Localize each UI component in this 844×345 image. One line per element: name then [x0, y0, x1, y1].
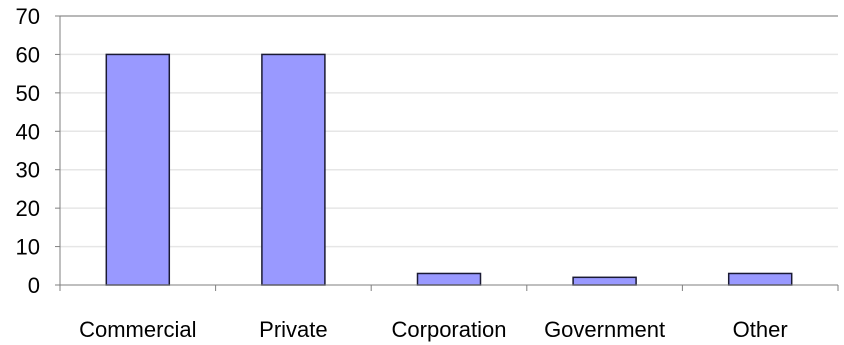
- gridlines: [60, 15, 838, 248]
- y-tick-label: 30: [16, 158, 40, 183]
- x-category-label: Private: [259, 317, 327, 342]
- x-category-label: Other: [733, 317, 788, 342]
- y-tick-label: 0: [28, 273, 40, 298]
- y-tick-label: 20: [16, 196, 40, 221]
- x-category-label: Government: [544, 317, 665, 342]
- x-category-label: Commercial: [79, 317, 196, 342]
- y-tick-label: 70: [16, 4, 40, 29]
- labels: 0 10 20 30 40 50 60 70 Commercial Private Corporat…: [16, 4, 788, 342]
- y-tick-label: 10: [16, 235, 40, 260]
- axes: [55, 15, 839, 291]
- bar-commercial: [105, 53, 171, 286]
- bar-government: [572, 276, 637, 286]
- y-tick-label: 50: [16, 81, 40, 106]
- y-tick-label: 60: [16, 42, 40, 67]
- bar-other: [727, 272, 793, 286]
- bar-private: [261, 53, 326, 286]
- x-category-label: Corporation: [392, 317, 507, 342]
- bar-corporation: [416, 272, 482, 286]
- y-tick-label: 40: [16, 119, 40, 144]
